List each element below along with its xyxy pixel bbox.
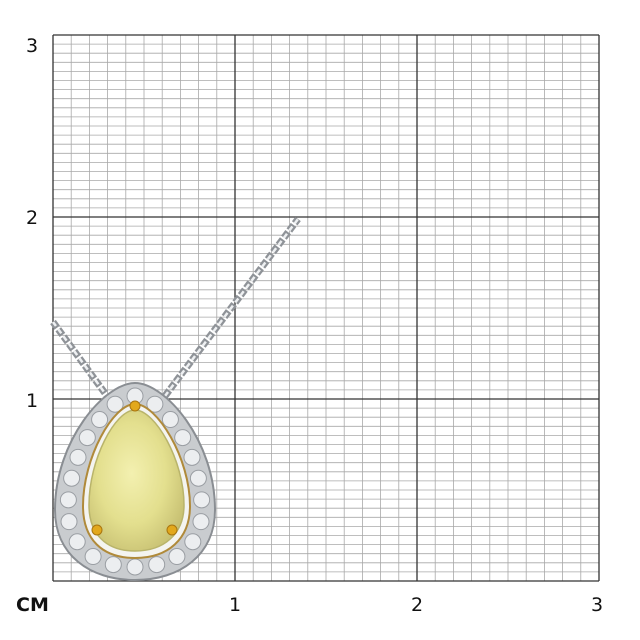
halo-diamond: [192, 513, 210, 531]
x-tick-1: 1: [229, 594, 241, 616]
halo-diamond: [193, 491, 211, 509]
halo-diamonds: [59, 387, 211, 576]
measurement-grid: [52, 34, 600, 582]
halo-diamond: [60, 513, 78, 531]
chain-left-inner: [51, 321, 109, 397]
halo-diamond: [91, 411, 109, 429]
halo-diamond: [168, 548, 186, 566]
prong-bottom-right: [166, 524, 178, 536]
halo-diamond: [63, 469, 81, 487]
halo-diamond: [84, 548, 102, 566]
necklace-chain: [50, 216, 301, 399]
halo-diamond: [59, 491, 77, 509]
halo-diamond: [126, 558, 144, 576]
x-tick-2: 2: [411, 594, 423, 616]
halo-diamond: [148, 556, 166, 574]
halo-diamond: [161, 411, 179, 429]
y-tick-2: 2: [26, 207, 38, 229]
halo-diamond: [146, 395, 164, 413]
pendant: [53, 381, 217, 582]
chain-right-inner: [164, 218, 299, 397]
x-tick-3: 3: [591, 594, 603, 616]
halo-diamond: [69, 448, 87, 466]
yellow-pear-gem: [88, 409, 185, 552]
halo-diamond: [189, 469, 207, 487]
halo-diamond: [174, 429, 192, 447]
unit-label: CM: [16, 594, 49, 616]
halo-diamond: [68, 533, 86, 551]
prong-top: [129, 400, 141, 412]
halo-diamond: [106, 395, 124, 413]
halo-diamond: [104, 556, 122, 574]
halo-diamond: [78, 429, 96, 447]
halo-diamond: [183, 448, 201, 466]
axis-labels: 3 2 1 CM 1 2 3: [16, 35, 603, 616]
halo-diamond: [184, 533, 202, 551]
y-tick-1: 1: [26, 390, 38, 412]
prong-bottom-left: [91, 524, 103, 536]
y-tick-3: 3: [26, 35, 38, 57]
